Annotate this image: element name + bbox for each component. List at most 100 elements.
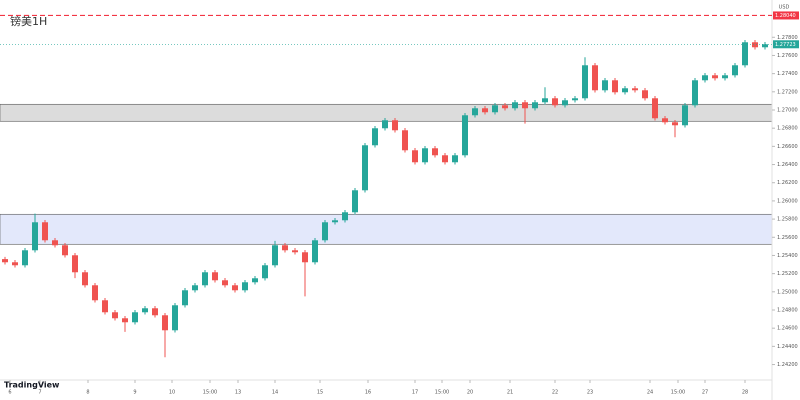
candle-body (22, 250, 28, 266)
candle-body (702, 75, 708, 81)
y-tick-label: 1.25200 (777, 271, 798, 277)
candle-body (52, 240, 58, 246)
candle-body (142, 308, 148, 313)
candle-body (392, 120, 398, 131)
y-tick-label: 1.27400 (777, 71, 798, 77)
y-tick-label: 1.26600 (777, 144, 798, 150)
y-tick-label: 1.25400 (777, 253, 798, 259)
candle-body (592, 65, 598, 91)
candle-body (282, 245, 288, 251)
candle-body (232, 285, 238, 291)
x-tick-label: 14 (272, 390, 278, 396)
y-tick-label: 1.25600 (777, 235, 798, 241)
candle-body (92, 285, 98, 301)
x-tick-label: 16 (365, 390, 371, 396)
candle-body (602, 80, 608, 91)
candle-body (572, 98, 578, 101)
x-tick-label: 9 (133, 390, 136, 396)
x-tick-label: 20 (467, 390, 473, 396)
x-tick-label: 7 (38, 390, 41, 396)
candle-body (532, 102, 538, 109)
candle-body (752, 42, 758, 48)
plot-area (0, 40, 773, 358)
candle-body (262, 265, 268, 279)
x-tick-label: 8 (86, 390, 89, 396)
candle-body (612, 80, 618, 93)
candle-body (562, 100, 568, 106)
x-tick-label: 17 (412, 390, 418, 396)
x-tick-label: 15:00 (435, 390, 449, 396)
candle-body (342, 212, 348, 221)
candle-body (202, 272, 208, 286)
y-tick-label: 1.25800 (777, 217, 798, 223)
zone (0, 213, 773, 245)
candle-body (552, 98, 558, 106)
candle-body (312, 240, 318, 263)
x-tick-label: 27 (702, 390, 708, 396)
candle-body (242, 282, 248, 291)
x-tick-label: 6 (8, 390, 11, 396)
candle-body (682, 105, 688, 126)
candle-body (112, 312, 118, 319)
x-tick-label: 10 (169, 390, 175, 396)
brand-logo: TradingView (4, 381, 60, 390)
y-tick-label: 1.26800 (777, 126, 798, 132)
candle-body (622, 88, 628, 93)
last-price-box (773, 40, 799, 49)
y-tick-label: 1.26000 (777, 198, 798, 204)
candle-body (172, 305, 178, 331)
candle-body (462, 115, 468, 156)
candle-body (322, 222, 328, 241)
candle-body (372, 128, 378, 146)
candle-body (332, 220, 338, 223)
candle-body (742, 42, 748, 66)
candle-body (352, 190, 358, 213)
x-tick-label: 15 (317, 390, 323, 396)
y-tick-label: 1.27800 (777, 35, 798, 41)
candle-body (132, 312, 138, 323)
candle-body (652, 98, 658, 119)
candle-body (152, 308, 158, 316)
x-tick-label: 22 (552, 390, 558, 396)
candle-body (42, 222, 48, 241)
y-tick-label: 1.24200 (777, 362, 798, 368)
candle-body (722, 75, 728, 79)
y-tick-label: 1.25000 (777, 289, 798, 295)
candle-body (32, 222, 38, 251)
candle-body (482, 108, 488, 113)
candle-body (632, 88, 638, 91)
candle-body (272, 245, 278, 266)
x-tick-label: 15:00 (671, 390, 685, 396)
y-tick-label: 1.26200 (777, 180, 798, 186)
candle-body (412, 150, 418, 163)
candle-body (2, 259, 8, 263)
alert-label-box (773, 11, 799, 20)
candle-body (692, 80, 698, 106)
candle-body (162, 315, 168, 331)
candle-body (672, 122, 678, 126)
candle-body (252, 278, 258, 283)
y-tick-label: 1.24400 (777, 344, 798, 350)
y-tick-label: 1.26400 (777, 162, 798, 168)
chart-title: 镑美1H (10, 14, 47, 28)
x-tick-label: 24 (647, 390, 653, 396)
candle-body (382, 120, 388, 129)
candle-body (582, 65, 588, 99)
candle-body (442, 155, 448, 163)
candle-body (512, 102, 518, 109)
y-tick-label: 1.24800 (777, 308, 798, 314)
x-tick-label: 28 (742, 390, 748, 396)
x-tick-label: 23 (587, 390, 593, 396)
currency-label: USD (779, 5, 790, 11)
candle-body (642, 90, 648, 99)
candle-body (762, 44, 768, 48)
candle-body (522, 102, 528, 109)
x-tick-label: 21 (507, 390, 513, 396)
candle-body (182, 290, 188, 306)
candle-body (662, 118, 668, 123)
candle-body (452, 155, 458, 163)
candle-body (732, 65, 738, 76)
y-tick-label: 1.27000 (777, 108, 798, 114)
